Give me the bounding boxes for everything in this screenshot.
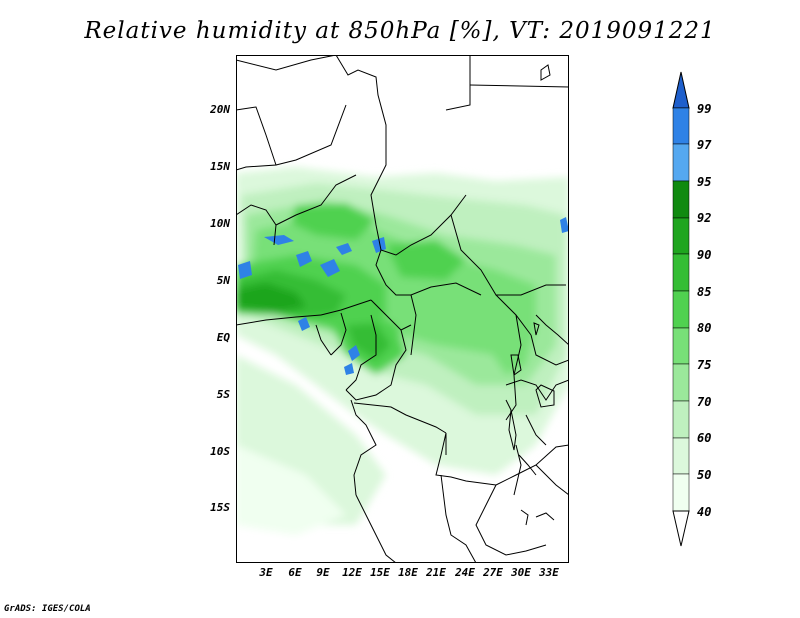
lat-label-5s: 5S xyxy=(216,388,230,401)
colorbar-label-75: 75 xyxy=(697,358,712,372)
lon-label-15e: 15E xyxy=(370,566,390,579)
colorbar-label-92: 92 xyxy=(697,211,712,225)
lon-label-6e: 6E xyxy=(288,566,302,579)
lon-label-9e: 9E xyxy=(316,566,330,579)
lat-label-5n: 5N xyxy=(216,274,230,287)
colorbar-label-99: 99 xyxy=(697,102,712,116)
colorbar-band-92-95 xyxy=(672,180,690,219)
colorbar-band-95-97 xyxy=(672,143,690,182)
lakes xyxy=(505,64,555,526)
colorbar-band-70-75 xyxy=(672,363,690,402)
colorbar-label-90: 90 xyxy=(697,248,712,262)
lon-label-12e: 12E xyxy=(342,566,362,579)
colorbar-band-50-60 xyxy=(672,437,690,475)
colorbar-label-95: 95 xyxy=(697,175,712,189)
lat-label-15n: 15N xyxy=(210,160,230,173)
lat-label-15s: 15S xyxy=(210,501,230,514)
colorbar-band-85-90 xyxy=(672,253,690,292)
lon-label-27e: 27E xyxy=(483,566,503,579)
lon-label-21e: 21E xyxy=(426,566,446,579)
lat-label-10s: 10S xyxy=(210,445,230,458)
colorbar-band-40-50 xyxy=(672,473,690,512)
colorbar-band-80-85 xyxy=(672,290,690,329)
lat-label-20n: 20N xyxy=(210,103,230,116)
saturated-pockets xyxy=(238,217,569,375)
lon-label-18e: 18E xyxy=(398,566,418,579)
colorbar xyxy=(672,71,690,547)
colorbar-label-80: 80 xyxy=(697,321,712,335)
lat-label-10n: 10N xyxy=(210,217,230,230)
lon-label-30e: 30E xyxy=(511,566,531,579)
colorbar-label-50: 50 xyxy=(697,468,712,482)
colorbar-top-arrow xyxy=(672,71,690,109)
colorbar-label-40: 40 xyxy=(697,505,712,519)
colorbar-bottom-arrow xyxy=(672,510,690,547)
colorbar-label-70: 70 xyxy=(697,395,712,409)
colorbar-band-60-70 xyxy=(672,400,690,439)
colorbar-label-60: 60 xyxy=(697,431,712,445)
humidity-field xyxy=(236,167,569,535)
map-border xyxy=(236,55,569,563)
lat-label-eq: EQ xyxy=(216,331,230,344)
colorbar-band-75-80 xyxy=(672,327,690,365)
colorbar-label-85: 85 xyxy=(697,285,712,299)
humidity-map xyxy=(236,55,569,563)
credit-text: GrADS: IGES/COLA xyxy=(4,604,91,614)
lon-label-33e: 33E xyxy=(539,566,559,579)
map-title: Relative humidity at 850hPa [%], VT: 201… xyxy=(84,18,716,44)
lon-label-24e: 24E xyxy=(455,566,475,579)
lon-label-3e: 3E xyxy=(259,566,273,579)
colorbar-band-90-92 xyxy=(672,217,690,255)
colorbar-band-97-99 xyxy=(672,107,690,145)
colorbar-label-97: 97 xyxy=(697,138,712,152)
